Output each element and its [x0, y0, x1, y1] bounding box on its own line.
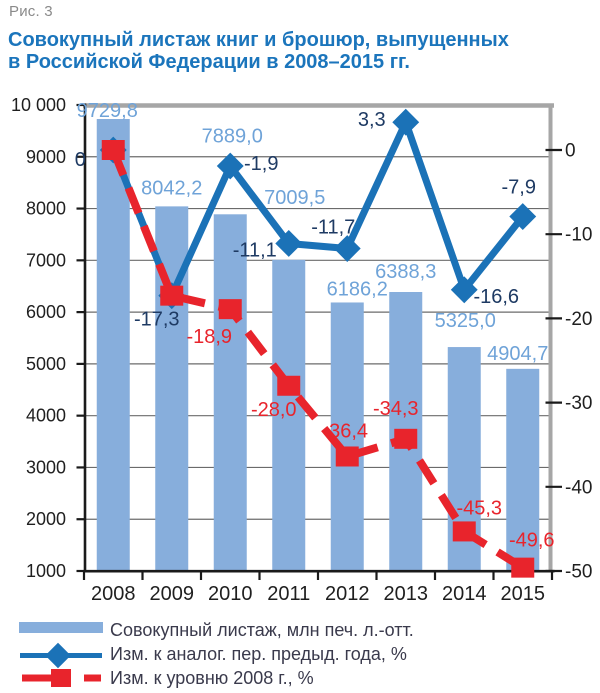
bar-value-label: 6186,2	[327, 278, 388, 300]
left-axis-tick-label: 9000	[26, 147, 66, 167]
chart-title-line1: Совокупный листаж книг и брошюр, выпущен…	[8, 29, 509, 51]
right-axis-tick-label: -40	[565, 477, 592, 498]
vs-2008-value-label: -28,0	[251, 399, 297, 421]
legend-bar-swatch	[19, 622, 103, 633]
legend-label-prev-year: Изм. к аналог. пер. предыд. года, %	[110, 644, 407, 664]
left-axis-tick-label: 3000	[26, 457, 66, 477]
bar-2011	[272, 259, 306, 571]
bar-value-label: 8042,2	[141, 177, 202, 199]
right-axis-tick-label: -10	[565, 225, 592, 246]
x-axis-category-label: 2010	[208, 583, 253, 605]
bar-2008	[96, 118, 130, 571]
x-axis-category-label: 2014	[442, 583, 487, 605]
vs-2008-value-label: -49,6	[509, 530, 555, 552]
right-axis-tick-label: -50	[565, 562, 592, 583]
prev-year-value-label: 0	[75, 149, 86, 171]
bar-value-label: 6388,3	[375, 261, 436, 283]
vs-2008-value-label: -34,3	[373, 398, 419, 420]
left-axis-tick-label: 4000	[26, 406, 66, 426]
chart-title-line2: в Российской Федерации в 2008–2015 гг.	[8, 51, 410, 73]
left-axis-tick-label: 7000	[26, 250, 66, 270]
right-axis-tick-label: -30	[565, 393, 592, 414]
prev-year-value-label: -17,3	[134, 309, 180, 331]
prev-year-value-label: 3,3	[358, 109, 386, 131]
vs-2008-value-label: -18,9	[186, 326, 232, 348]
prev-year-value-label: -11,1	[233, 239, 277, 261]
x-axis-category-label: 2013	[384, 583, 429, 605]
x-axis-category-label: 2009	[150, 583, 195, 605]
square-marker-2014	[452, 521, 476, 542]
prev-year-value-label: -1,9	[244, 153, 278, 175]
bar-value-label: 7889,0	[202, 125, 263, 147]
left-axis-tick-label: 6000	[26, 302, 66, 322]
square-marker-2011	[277, 375, 301, 396]
left-axis-tick-label: 8000	[26, 199, 66, 219]
prev-year-value-label: -16,6	[473, 286, 519, 308]
square-marker-2015	[511, 557, 535, 578]
prev-year-value-label: -7,9	[502, 177, 536, 199]
chart-title: Совокупный листаж книг и брошюр, выпущен…	[8, 29, 509, 73]
left-axis-tick-label: 5000	[26, 354, 66, 374]
line-prev-year	[110, 112, 526, 305]
x-axis-category-label: 2008	[91, 583, 136, 605]
x-axis-category-label: 2012	[325, 583, 370, 605]
legend-square-icon	[51, 669, 71, 687]
bar-2010	[213, 214, 247, 571]
square-marker-2012	[335, 446, 359, 467]
x-axis-category-label: 2015	[501, 583, 546, 605]
square-marker-2008	[101, 140, 125, 160]
bar-value-label: 7009,5	[264, 187, 325, 209]
vs-2008-value-label: -45,3	[456, 497, 502, 519]
bar-2012	[330, 302, 364, 571]
diamond-marker-2010	[216, 152, 244, 180]
prev-year-value-label: -11,7	[311, 217, 355, 239]
bar-2015	[506, 368, 540, 571]
left-axis-tick-label: 1000	[26, 561, 66, 581]
legend-diamond-icon	[45, 642, 71, 669]
bar-value-label: 5325,0	[435, 310, 496, 332]
bar-value-label: 9729,8	[77, 100, 138, 122]
right-axis-tick-label: 0	[565, 141, 576, 162]
legend-label-vs-2008: Изм. к уровню 2008 г., %	[110, 668, 314, 688]
bar-value-label: 4904,7	[487, 343, 548, 365]
square-marker-2009	[160, 285, 184, 306]
diamond-marker-2012	[333, 235, 361, 262]
vs-2008-value-label: -36,4	[322, 420, 368, 442]
x-axis-category-label: 2011	[267, 583, 310, 605]
square-marker-2013	[394, 428, 418, 449]
figure-label: Рис. 3	[9, 3, 53, 20]
left-axis-tick-label: 2000	[26, 509, 66, 529]
square-marker-2010	[218, 299, 242, 320]
right-axis-tick-label: -20	[565, 309, 592, 330]
legend-label-bars: Совокупный листаж, млн печ. л.-отт.	[110, 620, 414, 640]
left-axis-tick-label: 10 000	[11, 95, 66, 115]
diamond-marker-2013	[392, 108, 420, 136]
